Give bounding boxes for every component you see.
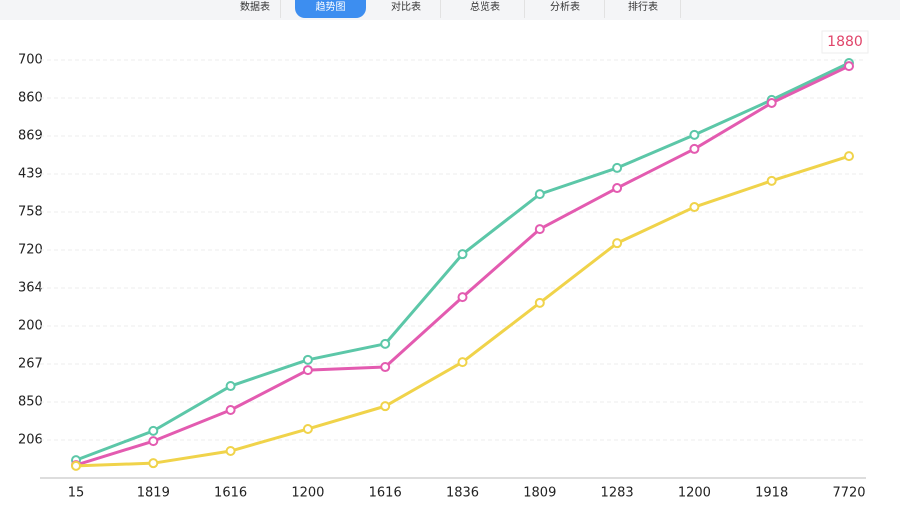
y-tick-label: 869 bbox=[18, 129, 43, 144]
data-point bbox=[766, 97, 777, 108]
y-tick-label: 200 bbox=[18, 319, 43, 334]
data-point bbox=[148, 436, 159, 447]
data-point bbox=[380, 362, 391, 373]
x-tick-label: 1616 bbox=[369, 486, 402, 501]
x-tick-label: 1918 bbox=[755, 486, 788, 501]
y-tick-label: 758 bbox=[18, 205, 43, 220]
x-tick-label: 1283 bbox=[601, 486, 634, 501]
series-line bbox=[75, 154, 850, 468]
data-point bbox=[689, 129, 700, 140]
tab[interactable]: 排行表 bbox=[606, 0, 681, 18]
x-tick-label: 7720 bbox=[832, 486, 865, 501]
tab-bar: 数据表 趋势图 对比表 总览表 分析表 排行表 bbox=[0, 0, 900, 20]
tab[interactable]: 对比表 bbox=[372, 0, 441, 18]
x-tick-label: 1836 bbox=[446, 486, 479, 501]
series-line bbox=[75, 61, 850, 462]
tab-selected[interactable]: 趋势图 bbox=[295, 0, 366, 18]
y-tick-label: 206 bbox=[18, 433, 43, 448]
data-point bbox=[766, 175, 777, 186]
x-tick-label: 15 bbox=[68, 486, 85, 501]
data-point bbox=[302, 354, 313, 365]
data-point bbox=[71, 460, 81, 471]
data-point bbox=[844, 151, 854, 162]
y-tick-label: 267 bbox=[18, 357, 43, 372]
data-point bbox=[225, 404, 236, 415]
data-point bbox=[534, 189, 545, 200]
data-point bbox=[612, 238, 623, 249]
y-tick-label: 700 bbox=[18, 53, 43, 68]
data-point bbox=[380, 338, 391, 349]
y-tick-label: 860 bbox=[18, 91, 43, 106]
data-point bbox=[302, 423, 313, 434]
y-tick-label: 850 bbox=[18, 395, 43, 410]
y-tick-label: 720 bbox=[18, 243, 43, 258]
data-point bbox=[689, 202, 700, 213]
data-point bbox=[225, 381, 236, 392]
data-point bbox=[612, 183, 623, 194]
data-point bbox=[457, 357, 468, 368]
y-tick-label: 439 bbox=[18, 167, 43, 182]
tab[interactable]: 总览表 bbox=[446, 0, 525, 18]
data-point bbox=[689, 143, 700, 154]
series-line bbox=[75, 64, 850, 467]
tab[interactable]: 数据表 bbox=[230, 0, 281, 18]
data-point bbox=[612, 162, 623, 173]
data-point bbox=[457, 249, 468, 260]
data-point bbox=[148, 458, 159, 469]
x-tick-label: 1200 bbox=[678, 486, 711, 501]
x-tick-label: 1809 bbox=[523, 486, 556, 501]
data-point bbox=[380, 401, 391, 412]
badge-box bbox=[821, 30, 869, 54]
data-point bbox=[225, 446, 236, 457]
data-point bbox=[457, 292, 468, 303]
x-tick-label: 1616 bbox=[214, 486, 247, 501]
y-tick-label: 364 bbox=[18, 281, 43, 296]
data-point bbox=[534, 297, 545, 308]
tab[interactable]: 分析表 bbox=[526, 0, 605, 18]
x-tick-label: 1819 bbox=[137, 486, 170, 501]
data-point bbox=[534, 224, 545, 235]
data-point bbox=[844, 61, 854, 72]
data-point bbox=[302, 365, 313, 376]
annotation: 1880 bbox=[827, 34, 863, 50]
x-tick-label: 1200 bbox=[291, 486, 324, 501]
data-point bbox=[148, 425, 159, 436]
